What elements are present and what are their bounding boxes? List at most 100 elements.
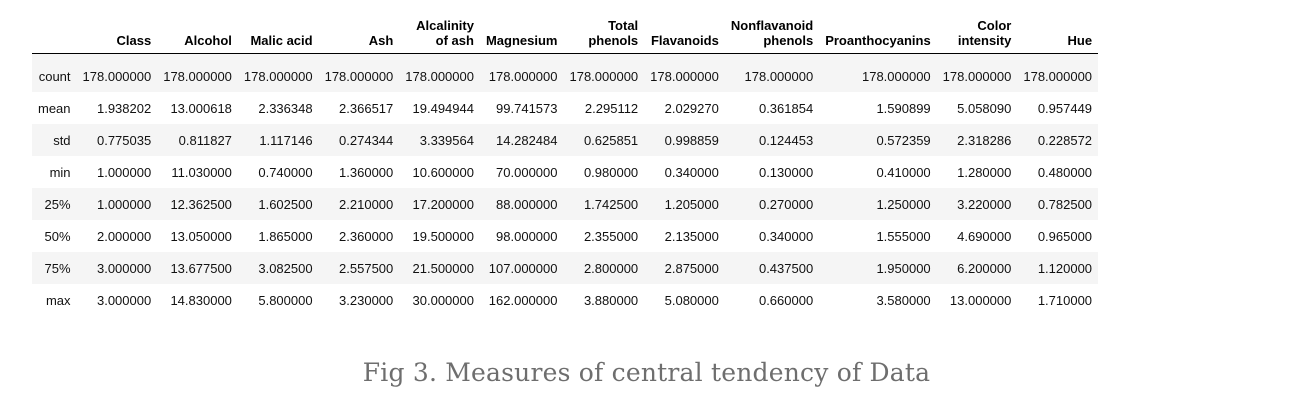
table-cell: 0.410000 [819, 156, 937, 188]
table-cell: 3.082500 [237, 252, 319, 284]
column-header-line: phenols [588, 33, 639, 48]
table-cell: 4.690000 [936, 220, 1018, 252]
table-cell: 13.000000 [936, 284, 1018, 316]
table-cell: 178.000000 [644, 53, 725, 92]
table-cell: 2.318286 [936, 124, 1018, 156]
table-row: std 0.775035 0.811827 1.117146 0.274344 3.339… [32, 124, 1099, 156]
table-cell: 1.117146 [237, 124, 319, 156]
table-cell: 178.000000 [157, 53, 238, 92]
table-cell: 88.000000 [479, 188, 564, 220]
row-label: min [32, 156, 77, 188]
table-cell: 0.957449 [1017, 92, 1099, 124]
table-cell: 14.830000 [157, 284, 238, 316]
header-row: Class Alcohol Malic acid Ash Alcalinity o… [32, 10, 1099, 54]
column-header-alcohol: Alcohol [157, 10, 238, 54]
table-cell: 13.000618 [157, 92, 238, 124]
table-row: min 1.000000 11.030000 0.740000 1.360000 10.6… [32, 156, 1099, 188]
table-cell: 0.998859 [644, 124, 725, 156]
table-cell: 2.000000 [76, 220, 158, 252]
table-cell: 0.782500 [1017, 188, 1099, 220]
table-row: max 3.000000 14.830000 5.800000 3.230000 30.0… [32, 284, 1099, 316]
table-cell: 11.030000 [157, 156, 238, 188]
table-cell: 178.000000 [724, 53, 820, 92]
column-header-nonflavanoid-phenols: Nonflavanoid phenols [724, 10, 820, 54]
row-label: 25% [32, 188, 77, 220]
table-cell: 162.000000 [479, 284, 564, 316]
column-header-class: Class [76, 10, 158, 54]
table-cell: 1.602500 [237, 188, 319, 220]
column-header-line: Hue [1067, 33, 1093, 48]
table-cell: 178.000000 [563, 53, 645, 92]
table-cell: 0.811827 [157, 124, 238, 156]
row-label: 50% [32, 220, 77, 252]
column-header-line: Flavanoids [650, 33, 719, 48]
column-header-ash: Ash [318, 10, 400, 54]
table-cell: 1.950000 [819, 252, 937, 284]
table-cell: 0.340000 [724, 220, 820, 252]
table-cell: 14.282484 [479, 124, 564, 156]
column-header-line: Total [608, 18, 639, 33]
column-header-proanthocyanins: Proanthocyanins [819, 10, 937, 54]
table-cell: 1.590899 [819, 92, 937, 124]
column-header-line: Proanthocyanins [825, 33, 931, 48]
table-cell: 1.000000 [76, 156, 158, 188]
table-cell: 2.336348 [237, 92, 319, 124]
table-cell: 1.120000 [1017, 252, 1099, 284]
table-cell: 178.000000 [936, 53, 1018, 92]
column-header-alcalinity-of-ash: Alcalinity of ash [399, 10, 480, 54]
table-cell: 1.250000 [819, 188, 937, 220]
column-header-color-intensity: Color intensity [936, 10, 1018, 54]
table-cell: 2.557500 [318, 252, 400, 284]
row-label: max [32, 284, 77, 316]
table-cell: 13.677500 [157, 252, 238, 284]
column-header-hue: Hue [1017, 10, 1099, 54]
row-label: count [32, 53, 77, 92]
table-header: Class Alcohol Malic acid Ash Alcalinity o… [32, 10, 1099, 54]
table-cell: 178.000000 [237, 53, 319, 92]
row-label: mean [32, 92, 77, 124]
table-cell: 0.572359 [819, 124, 937, 156]
table-cell: 178.000000 [819, 53, 937, 92]
table-cell: 2.875000 [644, 252, 725, 284]
statistics-table-container: Class Alcohol Malic acid Ash Alcalinity o… [32, 10, 1099, 316]
statistics-table: Class Alcohol Malic acid Ash Alcalinity o… [32, 10, 1099, 316]
table-cell: 2.029270 [644, 92, 725, 124]
table-cell: 107.000000 [479, 252, 564, 284]
table-cell: 3.220000 [936, 188, 1018, 220]
column-header-line: Class [116, 33, 152, 48]
table-row: 75% 3.000000 13.677500 3.082500 2.557500 21.5… [32, 252, 1099, 284]
table-cell: 0.228572 [1017, 124, 1099, 156]
table-cell: 3.000000 [76, 252, 158, 284]
column-header-line: Nonflavanoid [730, 18, 814, 33]
table-cell: 10.600000 [399, 156, 480, 188]
column-header-line: phenols [763, 33, 814, 48]
table-cell: 2.210000 [318, 188, 400, 220]
table-cell: 2.135000 [644, 220, 725, 252]
table-cell: 17.200000 [399, 188, 480, 220]
row-label: 75% [32, 252, 77, 284]
table-cell: 0.437500 [724, 252, 820, 284]
table-cell: 30.000000 [399, 284, 480, 316]
table-cell: 3.230000 [318, 284, 400, 316]
table-cell: 2.360000 [318, 220, 400, 252]
table-cell: 1.710000 [1017, 284, 1099, 316]
column-header-flavanoids: Flavanoids [644, 10, 725, 54]
column-header-total-phenols: Total phenols [563, 10, 645, 54]
table-cell: 178.000000 [399, 53, 480, 92]
table-cell: 0.361854 [724, 92, 820, 124]
table-cell: 1.742500 [563, 188, 645, 220]
table-row: 25% 1.000000 12.362500 1.602500 2.210000 17.2… [32, 188, 1099, 220]
figure-caption: Fig 3. Measures of central tendency of D… [362, 358, 931, 387]
column-header-line: intensity [957, 33, 1012, 48]
table-cell: 1.280000 [936, 156, 1018, 188]
column-header-line: Alcalinity [416, 18, 474, 33]
table-cell: 19.500000 [399, 220, 480, 252]
table-cell: 1.205000 [644, 188, 725, 220]
table-cell: 1.000000 [76, 188, 158, 220]
table-cell: 0.270000 [724, 188, 820, 220]
table-cell: 0.775035 [76, 124, 158, 156]
table-cell: 0.740000 [237, 156, 319, 188]
table-cell: 0.274344 [318, 124, 400, 156]
column-header-line: Ash [368, 33, 394, 48]
table-cell: 2.366517 [318, 92, 400, 124]
